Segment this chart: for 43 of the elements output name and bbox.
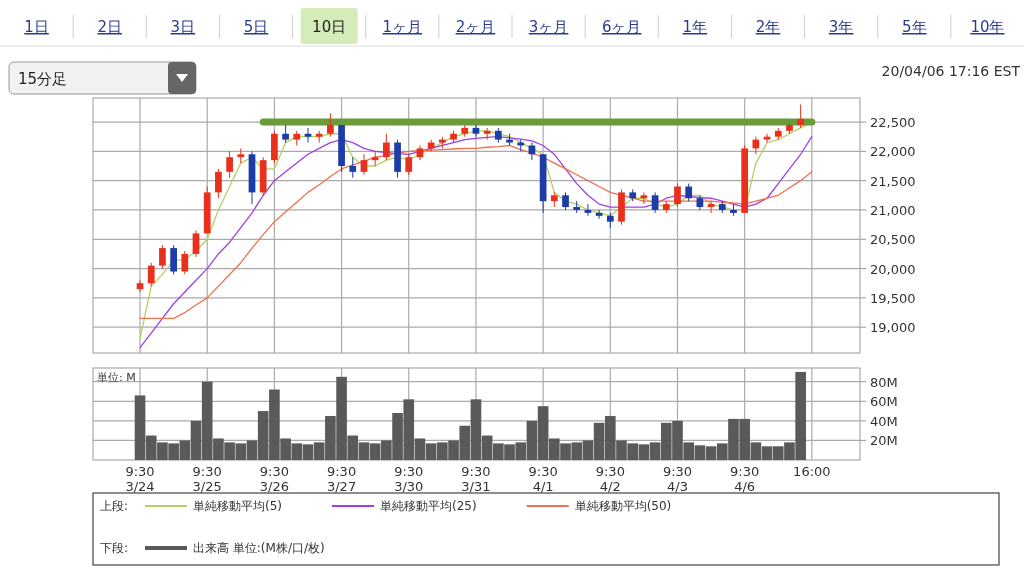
- line-series: [139, 144, 813, 320]
- y-tick-label: 40M: [870, 413, 898, 429]
- text: 1日: [24, 18, 49, 36]
- x-tick-label: 9:30 4/6: [730, 464, 760, 494]
- legend-label: 単純移動平均(5): [193, 499, 282, 513]
- x-tick-label: 9:30 3/31: [461, 464, 491, 494]
- text: 5日: [243, 18, 269, 36]
- y-tick-label: 60M: [870, 394, 898, 410]
- x-tick-label: 9:30 3/25: [192, 464, 222, 494]
- y-tick-label: 20M: [870, 433, 898, 449]
- legend-label: 単純移動平均(50): [574, 499, 672, 513]
- x-tick-label: 16:00: [793, 464, 831, 479]
- text: 3日: [170, 18, 196, 36]
- x-tick-label: 9:30 3/30: [394, 464, 424, 494]
- text: 15分足: [18, 70, 68, 88]
- text: 下段:: [100, 541, 129, 555]
- x-tick-label: 9:30 3/24: [125, 464, 155, 494]
- y-tick-label: 19,500: [870, 290, 916, 306]
- y-tick-label: 22,500: [870, 115, 916, 131]
- text: 5年: [902, 18, 927, 36]
- text: 上段:: [100, 499, 129, 513]
- x-tick-label: 9:30 3/26: [259, 464, 289, 494]
- y-tick-label: 20,500: [870, 232, 916, 248]
- text: 20/04/06 17:16 EST: [881, 63, 1021, 79]
- legend-label: 単純移動平均(25): [380, 499, 477, 513]
- y-tick-label: 21,500: [870, 173, 916, 189]
- text: 10日: [312, 18, 347, 36]
- text: 3年: [828, 18, 854, 36]
- x-tick-label: 9:30 3/27: [326, 464, 357, 494]
- y-axis-title: 単位: M: [97, 371, 136, 384]
- text: 2日: [97, 18, 122, 36]
- y-tick-label: 80M: [870, 374, 898, 390]
- text: 1年: [682, 18, 708, 36]
- x-tick-label: 9:30 4/1: [528, 464, 558, 494]
- x-tick-label: 9:30 4/3: [662, 464, 693, 494]
- x-tick-label: 9:30 4/2: [595, 464, 625, 494]
- legend-label: 出来高 単位:(M株/口/枚): [193, 541, 325, 555]
- y-tick-label: 19,000: [870, 320, 916, 336]
- y-tick-label: 22,000: [870, 144, 916, 160]
- y-tick-label: 20,000: [870, 261, 916, 277]
- text: 2年: [755, 18, 781, 36]
- y-tick-label: 21,000: [870, 202, 916, 218]
- text: 10年: [970, 18, 1005, 36]
